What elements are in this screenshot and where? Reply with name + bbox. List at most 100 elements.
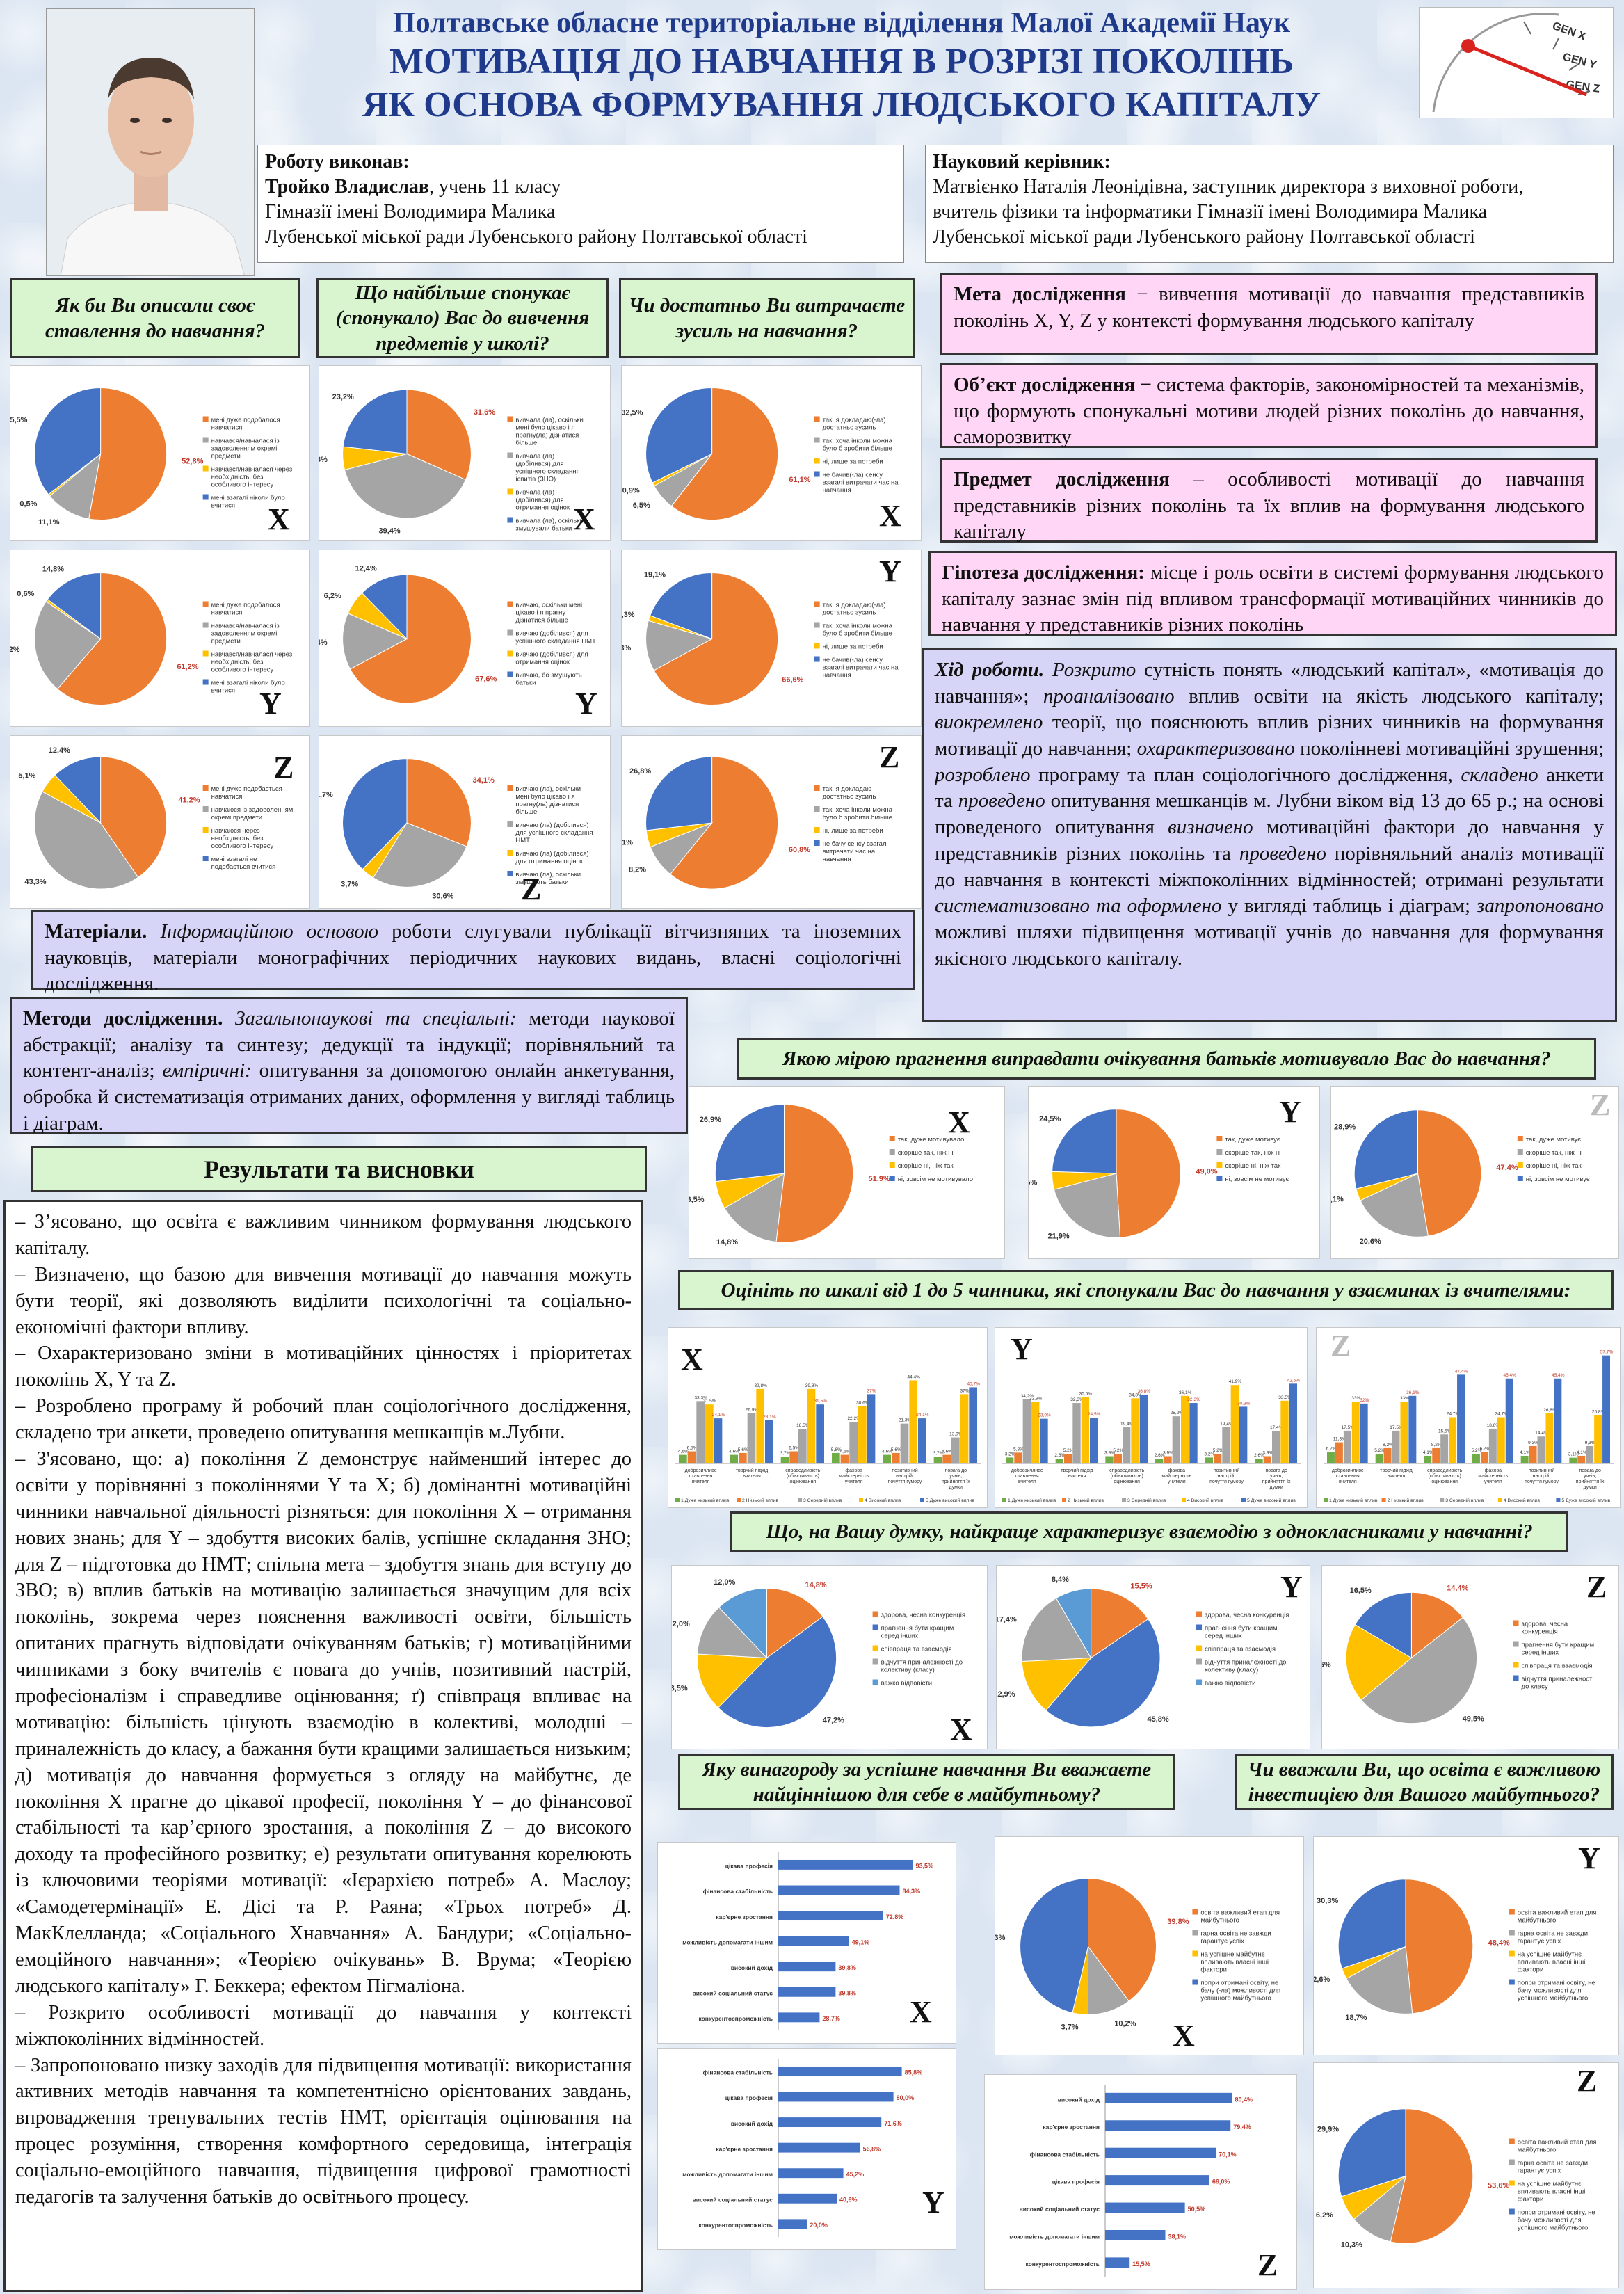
svg-text:достатньо зусиль: достатньо зусиль: [823, 609, 876, 617]
svg-text:іспитів (ЗНО): іспитів (ЗНО): [515, 476, 556, 483]
svg-text:(об'єктивність): (об'єктивність): [1429, 1473, 1461, 1479]
legend-entry: 4 Високий вплив: [1187, 1498, 1224, 1503]
bar: [1105, 2257, 1130, 2268]
progress-part: мотиваційні фактори до навчання у предст…: [935, 816, 1604, 865]
bar-data-label: 3,7%: [780, 1451, 791, 1456]
bar-data-label: 39,8%: [838, 1964, 856, 1971]
bar-chart: 4,6%6,5%33,3%31,5%24,1%доброзичливеставл…: [675, 1374, 981, 1503]
pie-slice: [88, 387, 168, 521]
bar: [883, 1454, 891, 1463]
svg-text:вивчаю, оскільки мені: вивчаю, оскільки мені: [515, 602, 582, 609]
bar: [1351, 1402, 1360, 1463]
bar: [778, 2092, 894, 2102]
svg-text:задоволенням окремі: задоволенням окремі: [211, 445, 278, 453]
bar: [789, 1451, 798, 1463]
svg-text:успішного складання: успішного складання: [515, 468, 579, 476]
methods-text2: опитування за допомогою онлайн анкетуван…: [23, 1059, 675, 1134]
bar-data-label: 80,4%: [1235, 2096, 1253, 2103]
author-name: Тройко Владислав: [265, 176, 430, 198]
pie-data-label: 14,4%: [1447, 1585, 1468, 1593]
pie-data-label: 4,1%: [622, 838, 633, 847]
svg-text:ні, зовсім не мотивує: ні, зовсім не мотивує: [1526, 1176, 1590, 1183]
bar-data-label: 8,2%: [1431, 1443, 1442, 1447]
chart-q3-x: 61,1% 6,5% 0,9% 32,5% так, я докладаю(-ла) до…: [621, 365, 922, 541]
legend-swatch: [1182, 1498, 1186, 1502]
svg-text:почуття гумору: почуття гумору: [1209, 1479, 1244, 1484]
pie-data-label: 26,8%: [629, 767, 651, 776]
legend-swatch: [814, 416, 820, 422]
legend-swatch: [1192, 1979, 1198, 1985]
bar: [1164, 1456, 1172, 1463]
bar: [1105, 2202, 1185, 2213]
pie-slice: [1045, 1618, 1161, 1728]
bar: [1327, 1452, 1335, 1463]
hypothesis-text: місце і роль освіти в системі формування…: [942, 561, 1604, 636]
bar-data-label: 45,4%: [1503, 1373, 1516, 1378]
legend-swatch: [814, 622, 820, 628]
pie-slice: [1088, 1878, 1157, 2002]
bar: [780, 1457, 789, 1463]
pie-slice: [696, 1653, 768, 1708]
pie-slice: [1360, 1173, 1429, 1237]
pie-data-label: 39,4%: [378, 527, 400, 536]
question-classmates: Що, на Вашу думку, найкраще характеризує…: [730, 1511, 1568, 1552]
svg-text:до класу: до класу: [1522, 1683, 1548, 1691]
bar-data-label: 25,2%: [1171, 1411, 1184, 1415]
svg-text:оцінювання: оцінювання: [790, 1479, 817, 1484]
bar: [679, 1454, 687, 1463]
pie-slice: [653, 572, 779, 706]
legend-swatch: [872, 1624, 878, 1630]
svg-text:для отримання оцінок: для отримання оцінок: [515, 858, 583, 865]
svg-text:не бачу сенсу взагалі: не бачу сенсу взагалі: [823, 840, 888, 848]
svg-text:мені дуже подобається: мені дуже подобається: [211, 785, 282, 793]
svg-text:вивчаю (добілився) для: вивчаю (добілився) для: [515, 651, 588, 659]
bar: [1569, 1457, 1577, 1463]
bar: [1449, 1417, 1457, 1463]
legend-swatch: [507, 488, 513, 495]
bar: [909, 1380, 917, 1463]
pie-data-label: 41,2%: [178, 796, 200, 804]
svg-text:позитивний: позитивний: [892, 1468, 917, 1473]
bar: [816, 1404, 824, 1463]
legend-entry: так, я докладаю(-ла)достатньо зусиль: [823, 417, 886, 432]
bar: [1400, 1402, 1408, 1463]
bar-data-label: 9,3%: [1585, 1441, 1595, 1445]
legend-swatch: [507, 821, 513, 827]
pie-data-label: 61,1%: [789, 476, 810, 484]
svg-text:мені дуже подобалося: мені дуже подобалося: [211, 417, 280, 424]
legend-swatch: [814, 656, 820, 662]
bar-data-label: 19,4%: [1220, 1422, 1233, 1427]
bar-data-label: 36,1%: [1179, 1390, 1192, 1395]
svg-text:особливого інтересу: особливого інтересу: [211, 481, 274, 489]
legend-swatch: [1509, 2138, 1515, 2144]
legend-entry: 2 Низький вплив: [1388, 1498, 1424, 1503]
progress-part: анкети та: [935, 763, 1604, 812]
svg-text:для успішного складання: для успішного складання: [515, 829, 593, 837]
legend-entry: 2 Низький вплив: [1068, 1498, 1104, 1503]
legend-swatch: [1556, 1498, 1561, 1502]
bar: [1280, 1400, 1289, 1463]
pie-slice: [34, 601, 102, 690]
svg-text:майбутнього: майбутнього: [1200, 1917, 1239, 1925]
bar-data-label: 4,6%: [882, 1450, 892, 1454]
legend-swatch: [1509, 1950, 1515, 1957]
question-reward: Яку винагороду за успішне навчання Ви вв…: [678, 1754, 1175, 1810]
chart-q7-y: 85,8% фінансова стабільність 80,0% цікава п…: [657, 2048, 956, 2250]
legend-swatch: [202, 806, 209, 812]
svg-text:попри отримані освіту, не: попри отримані освіту, не: [1518, 1980, 1595, 1987]
pie-data-label: 18,7%: [1345, 2014, 1367, 2022]
question-investment: Чи вважали Ви, що освіта є важливою інве…: [1235, 1754, 1614, 1810]
svg-text:ні, зовсім не мотивувало: ні, зовсім не мотивувало: [898, 1176, 973, 1183]
pie-slice: [1052, 1109, 1117, 1174]
bar-data-label: 56,8%: [863, 2145, 881, 2152]
